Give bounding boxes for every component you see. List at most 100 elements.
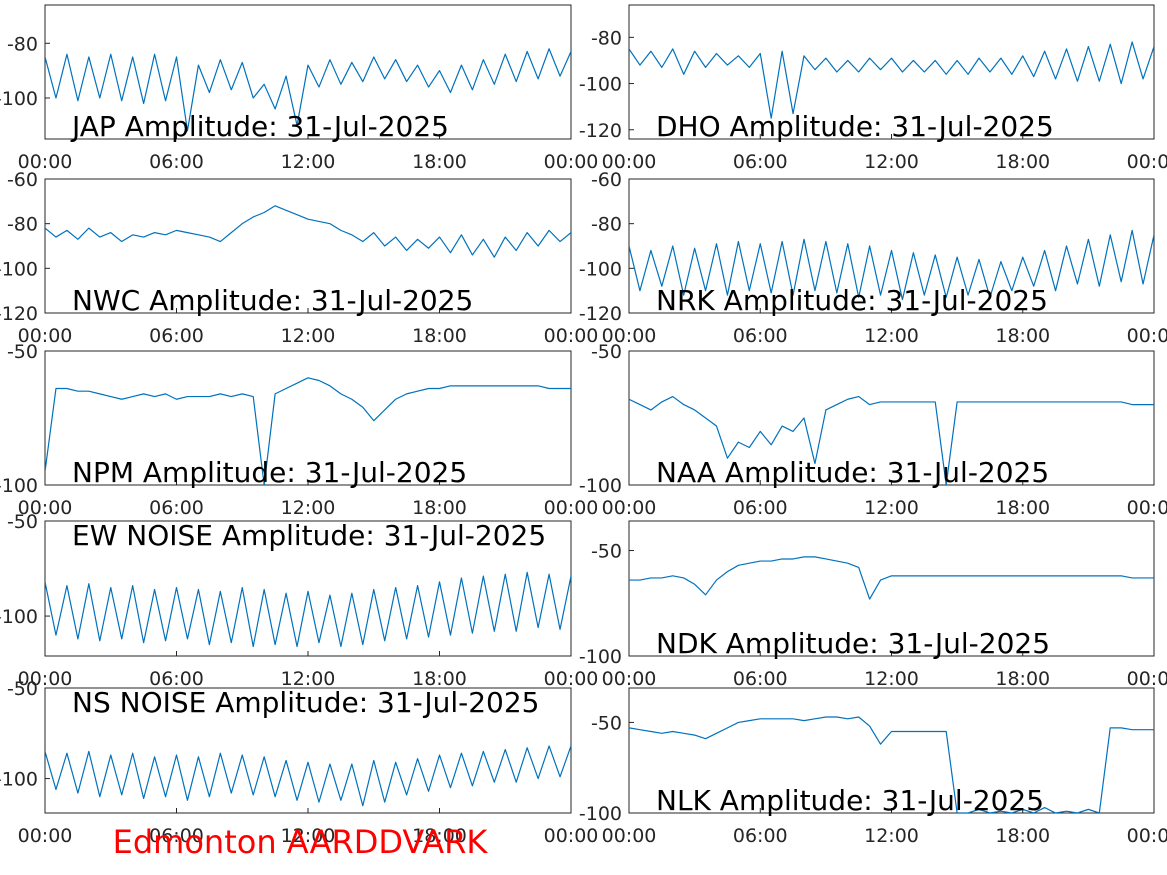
y-tick-label: -50: [7, 678, 38, 700]
panel: 00:0006:0012:0018:0000:00-120-100-80-60N…: [579, 169, 1167, 347]
x-tick-label: 00:00: [18, 325, 73, 347]
x-tick-label: 12:00: [281, 825, 336, 847]
panel-title: NPM Amplitude: 31-Jul-2025: [72, 456, 467, 489]
data-line: [45, 571, 571, 648]
y-tick-label: -100: [579, 646, 622, 668]
panel-title: DHO Amplitude: 31-Jul-2025: [656, 110, 1054, 143]
x-tick-label: 00:00: [18, 825, 73, 847]
y-tick-label: -60: [7, 169, 38, 191]
panel-title: NDK Amplitude: 31-Jul-2025: [656, 627, 1050, 660]
panel-title: NWC Amplitude: 31-Jul-2025: [72, 284, 473, 317]
y-tick-label: -100: [579, 803, 622, 825]
panel: 00:00 06:00 12:00 18:00 00:00 -100 -80 JAP Ampl…: [0, 4, 599, 173]
x-tick-label: 12:00: [864, 825, 919, 847]
x-tick-label: 06:00: [733, 497, 788, 519]
x-tick-label: 00:00: [1127, 497, 1167, 519]
panel-title: NRK Amplitude: 31-Jul-2025: [656, 284, 1048, 317]
panel-title: NLK Amplitude: 31-Jul-2025: [656, 784, 1044, 817]
x-tick-label: 00:00: [544, 668, 599, 690]
x-tick-label: 12:00: [281, 325, 336, 347]
y-tick-label: -60: [591, 169, 622, 191]
data-line: [45, 745, 571, 807]
data-line: [629, 556, 1154, 600]
data-line: [629, 41, 1154, 119]
x-tick-label: 00:00: [1127, 668, 1167, 690]
panel-title: NS NOISE Amplitude: 31-Jul-2025: [72, 686, 539, 719]
axes-box: [44, 178, 572, 314]
x-tick-label: 00:00: [602, 325, 657, 347]
x-tick-label: 00:00: [18, 151, 73, 173]
x-tick-label: 12:00: [281, 151, 336, 173]
x-tick-label: 00:00: [1127, 825, 1167, 847]
x-tick-label: 06:00: [149, 668, 204, 690]
axes-box: [44, 350, 572, 486]
caption: Edmonton AARDDVARK: [113, 823, 489, 861]
x-tick-label: 12:00: [864, 151, 919, 173]
data-line: [45, 48, 571, 132]
x-tick-label: 18:00: [995, 325, 1050, 347]
x-tick-label: 18:00: [412, 825, 467, 847]
x-tick-label: 00:00: [544, 497, 599, 519]
x-tick-label: 00:00: [18, 668, 73, 690]
panel: 00:00 06:00 12:00 18:00 00:00 -120 -100 -80 DHO …: [579, 4, 1167, 173]
x-tick-label: 18:00: [995, 151, 1050, 173]
x-tick-label: 06:00: [149, 497, 204, 519]
panel-title: EW NOISE Amplitude: 31-Jul-2025: [72, 519, 546, 552]
x-tick-label: 00:00: [1127, 151, 1167, 173]
axes-box: [44, 687, 572, 814]
x-tick-label: 06:00: [733, 151, 788, 173]
x-tick-label: 06:00: [733, 825, 788, 847]
y-tick-label: -100: [0, 769, 38, 791]
x-tick-label: 06:00: [733, 668, 788, 690]
panel-title: NAA Amplitude: 31-Jul-2025: [656, 456, 1049, 489]
x-tick-label: 06:00: [149, 151, 204, 173]
x-tick-label: 00:00: [602, 497, 657, 519]
x-tick-label: 12:00: [864, 497, 919, 519]
y-tick-label: -100: [0, 475, 38, 497]
y-tick-label: -100: [579, 258, 622, 280]
y-tick-label: -120: [579, 303, 622, 325]
y-tick-label: -100: [579, 74, 622, 96]
x-tick-label: 12:00: [281, 497, 336, 519]
x-tick-label: 06:00: [149, 325, 204, 347]
y-tick-label: -80: [591, 214, 622, 236]
axes-box: [628, 350, 1155, 486]
x-tick-label: 00:00: [544, 325, 599, 347]
data-line: [45, 205, 571, 258]
y-tick-label: -100: [0, 88, 38, 110]
data-line: [629, 716, 1154, 813]
x-tick-label: 06:00: [149, 825, 204, 847]
x-tick-label: 18:00: [995, 825, 1050, 847]
x-tick-label: 18:00: [995, 497, 1050, 519]
x-tick-label: 12:00: [864, 325, 919, 347]
panel: 00:0006:0012:0018:0000:00-120-100-80-60N…: [0, 169, 598, 347]
x-tick-label: 18:00: [412, 325, 467, 347]
x-tick-label: 00:00: [544, 151, 599, 173]
y-tick-label: -100: [579, 475, 622, 497]
x-tick-label: 12:00: [281, 668, 336, 690]
axes-box: [628, 520, 1155, 657]
axes-box: [44, 4, 572, 140]
y-tick-label: -120: [0, 303, 38, 325]
x-tick-label: 00:00: [602, 151, 657, 173]
y-tick-label: -100: [0, 258, 38, 280]
x-tick-label: 00:00: [544, 825, 599, 847]
x-tick-label: 18:00: [995, 668, 1050, 690]
y-tick-label: -80: [591, 27, 622, 49]
panel: 00:00 06:00 12:00 18:00 00:00 -100 -50 EW NOISE…: [0, 511, 598, 690]
y-tick-label: -50: [591, 341, 622, 363]
y-tick-label: -80: [7, 214, 38, 236]
x-tick-label: 00:00: [602, 668, 657, 690]
x-tick-label: 18:00: [412, 668, 467, 690]
y-tick-label: -120: [579, 120, 622, 142]
x-tick-label: 06:00: [733, 325, 788, 347]
x-tick-label: 00:00: [1127, 325, 1167, 347]
panel: 00:00 06:00 12:00 18:00 00:00 -100 -50 NS NOISE…: [0, 678, 598, 847]
data-line: [45, 377, 571, 485]
